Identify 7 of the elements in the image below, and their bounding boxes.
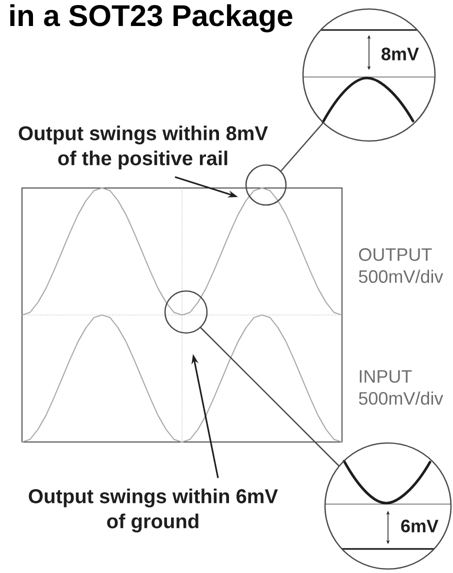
- text: OUTPUT 500mV/div: [358, 248, 444, 283]
- text: Output swings within 8mV of the positive rail: [18, 126, 268, 170]
- text: INPUT 500mV/div: [358, 370, 444, 405]
- text: 8mV: [382, 48, 419, 60]
- text: Output swings within 6mV of ground: [28, 488, 278, 532]
- chart-title: in a SOT23 Package: [10, 4, 292, 32]
- text: 6mV: [401, 520, 438, 532]
